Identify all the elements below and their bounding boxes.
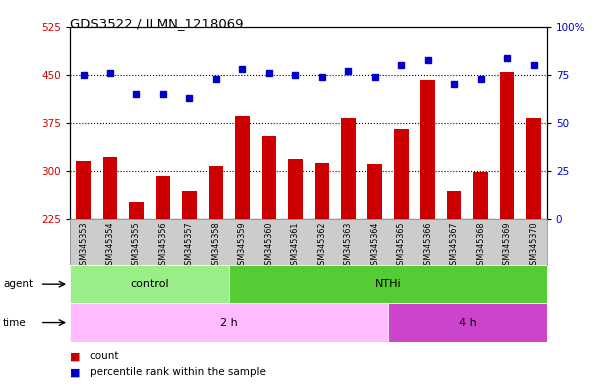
Text: 2 h: 2 h	[220, 318, 238, 328]
Text: GSM345362: GSM345362	[317, 221, 326, 270]
Text: GSM345369: GSM345369	[503, 221, 511, 270]
Text: NTHi: NTHi	[375, 279, 401, 289]
Text: time: time	[3, 318, 27, 328]
Text: agent: agent	[3, 279, 33, 289]
Text: GSM345370: GSM345370	[529, 221, 538, 270]
Text: GSM345364: GSM345364	[370, 221, 379, 270]
Bar	[208, 166, 223, 219]
Text: GSM345353: GSM345353	[79, 221, 88, 270]
Text: percentile rank within the sample: percentile rank within the sample	[90, 367, 266, 377]
Bar	[388, 303, 547, 342]
Text: control: control	[130, 279, 169, 289]
Text: GSM345368: GSM345368	[476, 221, 485, 270]
Bar	[315, 163, 329, 219]
Bar	[129, 202, 144, 219]
Text: GSM345355: GSM345355	[132, 221, 141, 270]
Text: GSM345356: GSM345356	[158, 221, 167, 270]
Bar	[341, 118, 356, 219]
Text: GSM345367: GSM345367	[450, 221, 459, 270]
Text: GSM345363: GSM345363	[344, 221, 353, 270]
Text: ■: ■	[70, 351, 81, 361]
Bar	[70, 303, 388, 342]
Text: GDS3522 / ILMN_1218069: GDS3522 / ILMN_1218069	[70, 17, 244, 30]
Bar	[262, 136, 276, 219]
Bar	[288, 159, 302, 219]
Text: GSM345358: GSM345358	[211, 221, 221, 270]
Text: ■: ■	[70, 367, 81, 377]
Bar	[447, 191, 461, 219]
Text: GSM345354: GSM345354	[106, 221, 114, 270]
Text: GSM345361: GSM345361	[291, 221, 300, 270]
Bar	[76, 161, 91, 219]
Bar	[394, 129, 409, 219]
Bar	[182, 191, 197, 219]
Text: GSM345366: GSM345366	[423, 221, 432, 270]
Text: GSM345357: GSM345357	[185, 221, 194, 270]
Text: GSM345360: GSM345360	[265, 221, 273, 270]
Bar	[367, 164, 382, 219]
Text: 4 h: 4 h	[458, 318, 477, 328]
Bar	[156, 176, 170, 219]
Bar	[103, 157, 117, 219]
Text: GSM345365: GSM345365	[397, 221, 406, 270]
Bar	[526, 118, 541, 219]
Bar	[420, 80, 435, 219]
Bar	[70, 265, 229, 303]
Text: count: count	[90, 351, 119, 361]
Bar	[235, 116, 250, 219]
Bar	[229, 265, 547, 303]
Text: GSM345359: GSM345359	[238, 221, 247, 270]
Bar	[474, 172, 488, 219]
Bar	[500, 72, 514, 219]
